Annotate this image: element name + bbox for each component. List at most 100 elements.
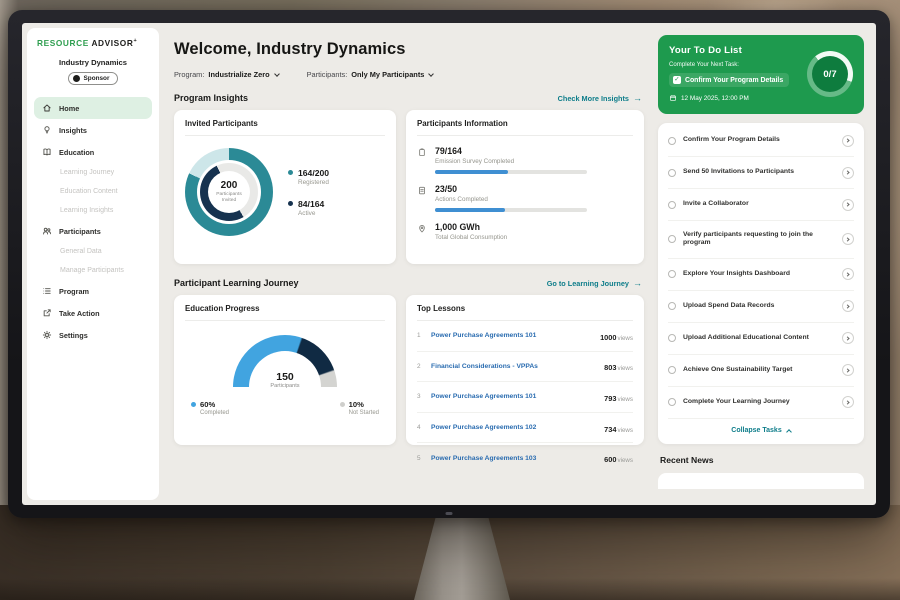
- task-chevron-button[interactable]: [842, 233, 854, 246]
- lesson-row: 3 Power Purchase Agreements 101 793views: [417, 382, 633, 413]
- task-chevron-button[interactable]: [842, 332, 854, 345]
- sponsor-label: Sponsor: [83, 75, 110, 82]
- invited-donut-chart: 200 Participants Invited: [185, 148, 273, 236]
- lesson-row: 5 Power Purchase Agreements 103 600views: [417, 454, 633, 465]
- card-title: Top Lessons: [417, 304, 633, 321]
- chevron-up-icon: [785, 428, 792, 435]
- sidebar-item-take-action[interactable]: Take Action: [34, 302, 152, 324]
- sidebar-item-participants[interactable]: Participants: [34, 220, 152, 242]
- task-row[interactable]: Upload Spend Data Records: [668, 291, 854, 323]
- top-lessons-card: Top Lessons 1 Power Purchase Agreements …: [406, 295, 644, 464]
- lesson-link[interactable]: Power Purchase Agreements 101: [431, 332, 537, 340]
- task-chevron-button[interactable]: [842, 134, 854, 147]
- task-row[interactable]: Invite a Collaborator: [668, 189, 854, 221]
- card-title: Education Progress: [185, 304, 385, 321]
- task-row[interactable]: Complete Your Learning Journey: [668, 387, 854, 419]
- program-filter[interactable]: Program: Industrialize Zero: [174, 70, 280, 79]
- sidebar-item-learning-journey[interactable]: Learning Journey: [60, 169, 115, 176]
- lesson-link[interactable]: Power Purchase Agreements 102: [431, 424, 537, 432]
- card-title: Participants Information: [417, 119, 633, 136]
- sidebar-item-learning-insights[interactable]: Learning Insights: [60, 207, 114, 214]
- chevron-down-icon: [428, 70, 435, 77]
- task-row[interactable]: Verify participants requesting to join t…: [668, 221, 854, 259]
- dashboard-screen: RESOURCE ADVISOR+ Industry Dynamics Spon…: [22, 23, 876, 505]
- gauge-arc: [233, 335, 337, 439]
- gauge-center-label: Participants: [270, 383, 300, 389]
- participants-filter[interactable]: Participants: Only My Participants: [307, 70, 435, 79]
- sponsor-badge[interactable]: Sponsor: [67, 72, 119, 85]
- arrow-right-icon: →: [633, 92, 642, 103]
- clipboard-icon: [419, 148, 425, 156]
- info-row-actions: 23/50 Actions Completed: [417, 184, 633, 212]
- lesson-link[interactable]: Power Purchase Agreements 103: [431, 454, 537, 462]
- next-task-pill[interactable]: ✓ Confirm Your Program Details: [669, 73, 790, 87]
- donut-active-ring: [200, 163, 258, 221]
- go-to-learning-journey-link[interactable]: Go to Learning Journey →: [546, 277, 642, 288]
- task-checkbox[interactable]: [668, 136, 676, 145]
- task-checkbox[interactable]: [668, 302, 676, 311]
- invited-participants-card: Invited Participants 200 Participants In…: [174, 110, 396, 264]
- check-more-insights-link[interactable]: Check More Insights →: [557, 92, 642, 103]
- lesson-link[interactable]: Financial Considerations - VPPAs: [431, 362, 538, 370]
- section-title-learning-journey: Participant Learning Journey: [174, 278, 299, 288]
- monitor-frame: RESOURCE ADVISOR+ Industry Dynamics Spon…: [8, 10, 890, 518]
- task-chevron-button[interactable]: [842, 268, 854, 281]
- legend-registered: 164/200 Registered: [288, 168, 329, 186]
- task-chevron-button[interactable]: [842, 300, 854, 313]
- card-title: Invited Participants: [185, 119, 385, 136]
- todo-title: Your To Do List: [669, 45, 742, 56]
- task-row[interactable]: Upload Additional Educational Content: [668, 323, 854, 355]
- todo-progress-value: 0/7: [823, 68, 837, 80]
- next-task-label: Confirm Your Program Details: [685, 76, 784, 84]
- external-action-icon: [43, 309, 51, 317]
- donut-center-value: 200: [220, 179, 238, 191]
- task-checkbox[interactable]: [668, 398, 676, 407]
- brand-primary: RESOURCE: [37, 38, 89, 48]
- program-insights-header: Program Insights Check More Insights →: [174, 93, 642, 103]
- home-icon: [43, 104, 51, 112]
- sidebar-item-general-data[interactable]: General Data: [60, 248, 102, 255]
- task-checkbox[interactable]: [668, 200, 676, 209]
- task-row[interactable]: Explore Your Insights Dashboard: [668, 259, 854, 291]
- task-checkbox[interactable]: [668, 235, 676, 244]
- sidebar-item-insights[interactable]: Insights: [34, 119, 152, 141]
- task-checkbox[interactable]: [668, 168, 676, 177]
- actions-progress-bar: [435, 208, 587, 212]
- task-checkbox[interactable]: [668, 270, 676, 279]
- donut-legend: 164/200 Registered 84/164 Active: [288, 168, 329, 217]
- lesson-link[interactable]: Power Purchase Agreements 101: [431, 393, 537, 401]
- lesson-row: 4 Power Purchase Agreements 102 734views: [417, 413, 633, 444]
- sidebar-nav: Home Insights Education Learning Journey…: [34, 97, 152, 346]
- learning-journey-header: Participant Learning Journey Go to Learn…: [174, 278, 642, 288]
- education-progress-card: Education Progress 150 Participants 60%: [174, 295, 396, 445]
- page-title: Welcome, Industry Dynamics: [174, 40, 406, 58]
- sidebar-item-program[interactable]: Program: [34, 280, 152, 302]
- task-checkbox[interactable]: [668, 366, 676, 375]
- task-chevron-button[interactable]: [842, 396, 854, 409]
- location-pin-icon: [419, 225, 425, 233]
- task-row[interactable]: Confirm Your Program Details: [668, 125, 854, 157]
- task-row[interactable]: Send 50 Invitations to Participants: [668, 157, 854, 189]
- org-name: Industry Dynamics: [59, 58, 127, 67]
- todo-panel: Your To Do List Complete Your Next Task:…: [656, 23, 876, 505]
- gauge-center-value: 150: [276, 371, 294, 383]
- list-icon: [43, 288, 51, 294]
- collapse-tasks-link[interactable]: Collapse Tasks: [668, 419, 854, 440]
- sidebar-item-home[interactable]: Home: [34, 97, 152, 119]
- task-chevron-button[interactable]: [842, 364, 854, 377]
- survey-progress-bar: [435, 170, 587, 174]
- checklist-icon: [419, 186, 425, 195]
- legend-dot-active: [288, 200, 293, 206]
- sidebar-item-settings[interactable]: Settings: [34, 324, 152, 346]
- info-row-survey: 79/164 Emission Survey Completed: [417, 146, 633, 174]
- sidebar-item-education[interactable]: Education: [34, 141, 152, 163]
- task-list-card: Confirm Your Program Details Send 50 Inv…: [658, 123, 864, 444]
- task-row[interactable]: Achieve One Sustainability Target: [668, 355, 854, 387]
- power-led: [445, 512, 453, 515]
- task-chevron-button[interactable]: [842, 166, 854, 179]
- task-chevron-button[interactable]: [842, 198, 854, 211]
- sidebar-item-manage-participants[interactable]: Manage Participants: [60, 267, 124, 274]
- donut-center-label: Participants Invited: [216, 191, 242, 203]
- task-checkbox[interactable]: [668, 334, 676, 343]
- sidebar-item-education-content[interactable]: Education Content: [60, 188, 118, 195]
